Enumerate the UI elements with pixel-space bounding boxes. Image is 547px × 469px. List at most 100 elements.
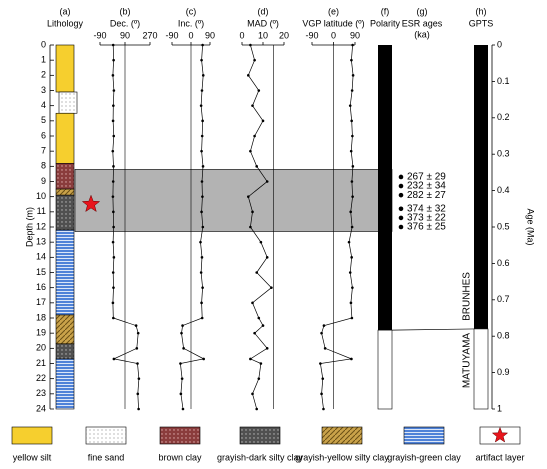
profile-point	[251, 104, 254, 107]
lithology-layer	[55, 343, 75, 360]
profile-point	[257, 89, 261, 92]
depth-tick-label: 21	[36, 358, 46, 368]
age-tick-label: 0.8	[497, 331, 510, 341]
chron-label: BRUNHES	[462, 272, 473, 321]
profile-point	[350, 119, 353, 123]
profile-point	[111, 43, 115, 47]
profile-point	[137, 407, 140, 411]
correlation-line	[391, 328, 475, 331]
lithology-layer	[55, 194, 75, 231]
profile-point	[180, 377, 184, 380]
profile-point	[255, 407, 258, 411]
profile-point	[136, 362, 139, 365]
plot: 0123456789101112131415161718192021222324…	[11, 6, 536, 462]
depth-tick-label: 24	[36, 403, 46, 413]
profile-point	[265, 347, 269, 350]
esr-point	[398, 215, 404, 221]
legend-label: artifact layer	[475, 452, 524, 462]
panel-title: Dec. (º)	[110, 18, 140, 28]
panel-title: VGP latitude (º)	[302, 18, 364, 28]
depth-tick-label: 2	[41, 70, 46, 80]
x-tick-label: 270	[142, 30, 157, 40]
profile-point	[200, 256, 204, 259]
esr-point	[398, 174, 404, 180]
depth-tick-label: 22	[36, 373, 46, 383]
lithology-layer	[55, 112, 75, 164]
depth-tick-label: 17	[36, 297, 46, 307]
esr-label: 374 ± 32	[407, 203, 446, 214]
profile-point	[112, 357, 116, 361]
profile-point	[180, 331, 183, 335]
profile-point	[202, 357, 205, 361]
profile-point	[349, 301, 353, 305]
legend-label: grayish-yellow silty clay	[295, 452, 389, 462]
profile-point	[111, 119, 115, 123]
profile-point	[181, 407, 185, 411]
profile-point	[255, 271, 258, 274]
esr-label: 282 ± 27	[407, 190, 446, 201]
depth-tick-label: 5	[41, 115, 46, 125]
profile-point	[349, 149, 353, 153]
age-tick-label: 0	[497, 39, 502, 49]
panel-letter: (f)	[381, 6, 390, 16]
profile-point	[351, 43, 354, 47]
age-tick-label: 0.5	[497, 221, 510, 231]
age-tick-label: 0.2	[497, 112, 510, 122]
profile-point	[201, 225, 205, 229]
profile-point	[322, 407, 325, 411]
profile-point	[257, 316, 261, 320]
esr-point	[398, 183, 404, 189]
legend-swatch	[403, 426, 445, 445]
depth-tick-label: 0	[41, 39, 46, 49]
age-tick-label: 1	[497, 403, 502, 413]
profile-point	[351, 165, 355, 168]
profile-point	[201, 74, 205, 77]
legend-label: yellow silt	[13, 452, 52, 462]
profile-point	[320, 392, 323, 396]
profile-point	[200, 58, 203, 62]
esr-unit: (ka)	[414, 29, 430, 39]
esr-point	[398, 192, 404, 198]
legend-label: brown clay	[158, 452, 202, 462]
age-axis-label: Age (Ma)	[526, 208, 536, 245]
profile-point	[265, 180, 269, 183]
x-tick-label: -90	[165, 30, 178, 40]
profile-point	[201, 119, 204, 123]
profile-point	[111, 271, 115, 274]
depth-tick-label: 19	[36, 328, 46, 338]
depth-tick-label: 20	[36, 343, 46, 353]
profile-point	[111, 74, 115, 77]
brunhes-chron	[474, 45, 488, 329]
normal-polarity	[378, 45, 392, 331]
profile-point	[111, 301, 115, 305]
legend-swatch	[159, 426, 201, 445]
lithology-layer	[58, 91, 78, 114]
x-tick-label: 0	[239, 30, 244, 40]
x-tick-label: 90	[350, 30, 360, 40]
profile-point	[112, 165, 115, 168]
x-tick-label: -90	[305, 30, 318, 40]
profile-point	[251, 301, 254, 305]
depth-tick-label: 23	[36, 388, 46, 398]
profile-point	[179, 362, 182, 365]
profile-point	[351, 134, 354, 138]
profile-point	[199, 240, 202, 244]
profile-point	[179, 392, 183, 396]
legend-label: fine sand	[88, 452, 125, 462]
profile-point	[350, 316, 354, 320]
lithology-layer	[55, 163, 75, 190]
panel-letter: (e)	[328, 6, 339, 16]
profile-point	[111, 195, 115, 198]
profile-point	[111, 240, 115, 244]
x-tick-label: 0	[188, 30, 193, 40]
profile-point	[136, 331, 140, 335]
panel-title: Inc. (º)	[178, 18, 204, 28]
age-tick-label: 0.1	[497, 76, 510, 86]
legend-swatch	[239, 426, 281, 445]
profile-point	[348, 104, 352, 107]
depth-axis-label: Depth (m)	[24, 207, 34, 247]
age-tick-label: 0.4	[497, 185, 510, 195]
esr-label: 232 ± 34	[407, 181, 446, 192]
profile-point	[251, 210, 254, 214]
profile-point	[200, 149, 203, 153]
